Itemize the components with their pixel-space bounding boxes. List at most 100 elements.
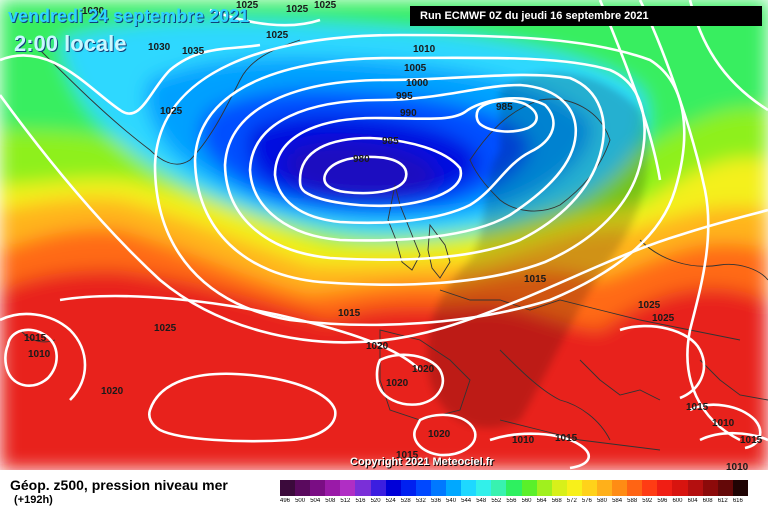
scale-label: 564 [536,498,547,504]
scale-swatch [370,480,386,496]
scale-swatch [385,480,401,496]
scale-swatch [295,480,311,496]
isobar-label: 1025 [266,30,289,41]
scale-swatch [702,480,718,496]
scale-swatch [551,480,567,496]
scale-label: 608 [702,498,713,504]
isobar-label: 1015 [555,433,578,444]
isobar-label: 1030 [82,6,105,17]
forecast-map: 1030 1025 1025 1025 1030 1025 1035 1025 … [0,0,768,470]
scale-swatch [672,480,688,496]
color-scale-labels: 496 500 504 508 512 516 520 524 528 532 536 540 544 5… [280,498,748,508]
scale-label: 604 [687,498,698,504]
scale-swatch [566,480,582,496]
isobar-label: 1015 [740,435,763,446]
isobar-label: 1010 [512,435,535,446]
run-info: Run ECMWF 0Z du jeudi 16 septembre 2021 [410,6,762,26]
isobar-label: 1020 [428,429,451,440]
scale-swatch [717,480,733,496]
forecast-date: vendredi 24 septembre 2021 [8,6,250,26]
scale-swatch [732,480,748,496]
isobar-label: 1020 [386,378,409,389]
scale-label: 596 [657,498,668,504]
scale-label: 528 [400,498,411,504]
scale-swatch [687,480,703,496]
scale-swatch [596,480,613,496]
isobar-labels: 1030 1025 1025 1025 1030 1025 1035 1025 … [24,0,763,470]
scale-swatch [657,480,673,496]
isobar-label: 1020 [101,386,124,397]
map-title: Géop. z500, pression niveau mer [10,477,228,493]
scale-label: 548 [476,498,487,504]
scale-swatch [476,480,492,496]
isobar-label: 1015 [396,450,419,461]
isobar-label: 1025 [314,0,337,11]
isobar-label: 980 [353,154,370,165]
isobar-label: 1015 [338,308,361,319]
isobar-label: 1010 [28,349,51,360]
scale-swatch [340,480,356,496]
scale-swatch [310,480,326,496]
scale-swatch [430,480,447,496]
isobar-label: 1025 [638,300,661,311]
scale-label: 588 [627,498,638,504]
scale-label: 576 [581,498,592,504]
scale-label: 556 [506,498,517,504]
scale-label: 568 [551,498,562,504]
forecast-time: 2:00 locale [14,31,127,56]
scale-swatch [446,480,462,496]
scale-swatch [280,480,296,496]
scale-label: 600 [672,498,683,504]
isobar-label: 1025 [652,313,675,324]
scale-swatch [355,480,371,496]
scale-swatch [612,480,628,496]
land-tint [427,72,649,428]
scale-label: 580 [596,498,607,504]
isobar-label: 1020 [412,364,435,375]
scale-label: 552 [491,498,502,504]
scale-label: 584 [612,498,623,504]
isobar-label: 1010 [726,462,749,470]
isobar-label: 1000 [406,78,429,89]
scale-swatch [325,480,341,496]
scale-swatch [461,480,477,496]
isobar-label: 1035 [182,46,205,57]
isobar-label: 1025 [286,4,309,15]
isobar-label: 985 [382,136,399,147]
copyright-notice: Copyright 2021 Meteociel.fr [350,456,494,468]
footer-bar: Géop. z500, pression niveau mer (+192h) … [0,470,768,512]
isobar-label: 995 [396,91,413,102]
scale-label: 616 [732,498,743,504]
coastlines [19,39,768,451]
isobar-label: 1015 [524,274,547,285]
scale-swatch [536,480,552,496]
scale-label: 612 [717,498,728,504]
isobar-label: 1025 [154,323,177,334]
scale-label: 512 [340,498,351,504]
isobar-label: 985 [496,102,513,113]
isobar-lines [0,0,768,468]
isobar-label: 1010 [413,44,436,55]
scale-label: 544 [461,498,472,504]
scale-swatch [627,480,643,496]
isobar-label: 1020 [366,341,389,352]
isobar-label: 990 [400,108,417,119]
isobar-label: 1030 [148,42,171,53]
scale-label: 532 [415,498,426,504]
scale-swatch [642,480,658,496]
scale-label: 592 [642,498,653,504]
isobar-label: 1005 [404,63,427,74]
isobar-label: 1015 [24,333,47,344]
isobar-label: 1025 [160,106,183,117]
color-scale [280,480,748,496]
isobar-label: 1025 [236,0,259,11]
scale-swatch [581,480,597,496]
forecast-range: (+192h) [14,494,53,506]
map-canvas: 1030 1025 1025 1025 1030 1025 1035 1025 … [0,0,768,470]
scale-label: 524 [385,498,396,504]
scale-label: 496 [280,498,291,504]
scale-swatch [521,480,537,496]
scale-label: 536 [430,498,441,504]
scale-swatch [400,480,416,496]
scale-label: 520 [370,498,381,504]
